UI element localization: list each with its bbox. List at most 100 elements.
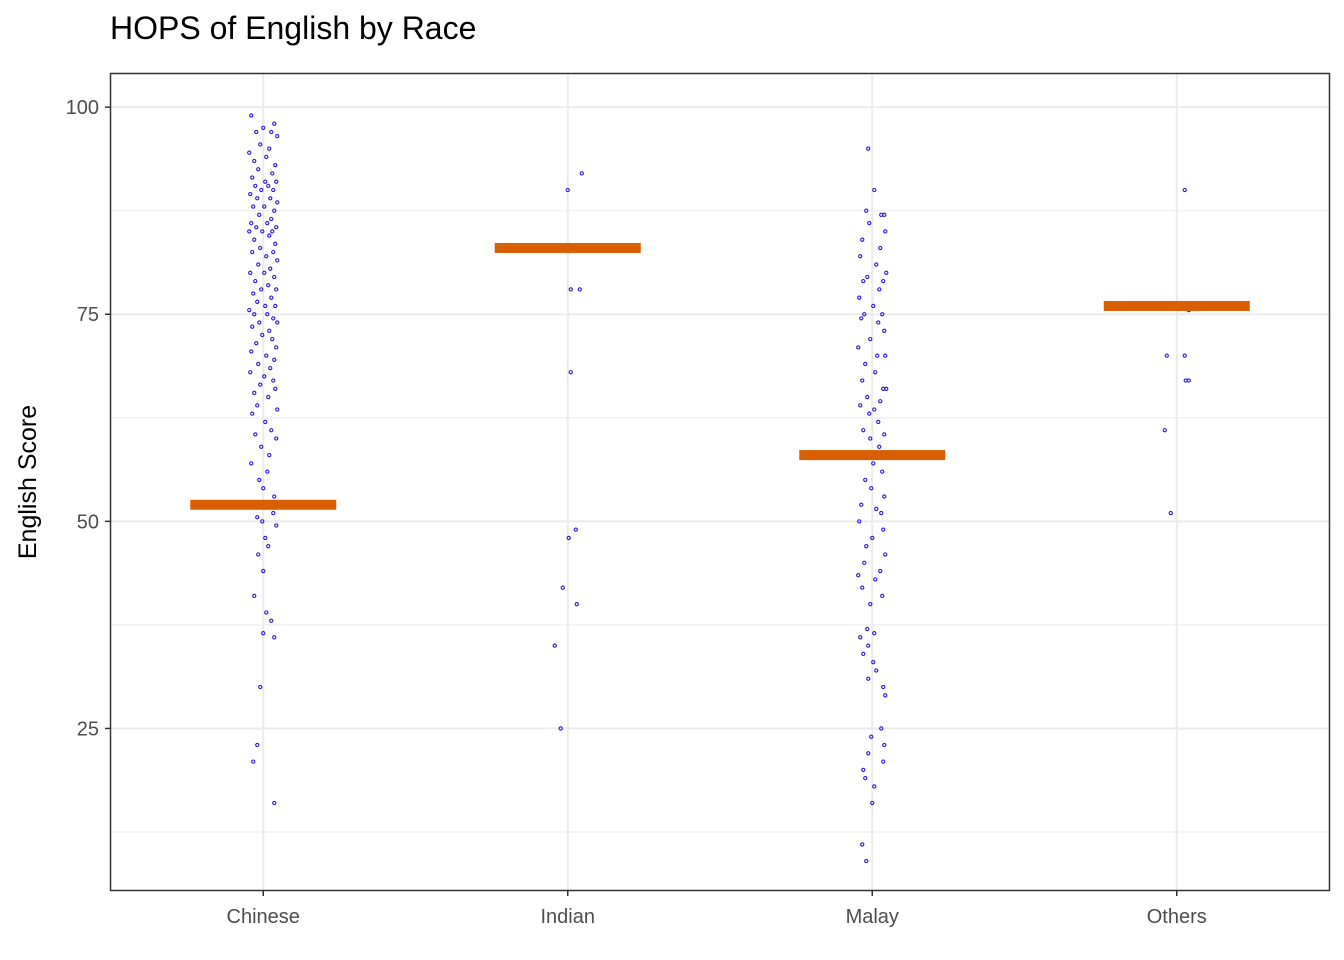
data-point [857, 519, 862, 524]
data-point [865, 626, 870, 632]
data-point [254, 225, 259, 230]
data-point [880, 593, 885, 599]
data-point [883, 552, 888, 557]
data-point [252, 312, 257, 317]
data-point [274, 287, 279, 292]
data-point [876, 320, 881, 325]
data-point [271, 510, 276, 516]
data-point [275, 407, 280, 412]
data-point [274, 523, 279, 528]
data-point [870, 535, 875, 541]
data-point [871, 303, 876, 309]
data-point [874, 668, 879, 673]
data-point [273, 241, 278, 246]
data-point [859, 502, 864, 507]
data-point [862, 560, 867, 565]
data-point [261, 125, 266, 130]
data-point [269, 129, 274, 135]
data-point [269, 428, 274, 433]
data-point [265, 220, 270, 226]
data-point [881, 684, 886, 690]
data-point [255, 515, 260, 520]
data-point [867, 220, 872, 226]
data-point [247, 307, 252, 313]
data-point [860, 378, 865, 383]
data-point [248, 270, 253, 275]
data-point [867, 411, 872, 416]
data-point [878, 399, 883, 404]
data-point [864, 858, 869, 864]
data-point [877, 444, 882, 449]
data-point [882, 328, 887, 333]
data-point [878, 568, 883, 574]
data-point [856, 345, 861, 350]
data-point [251, 291, 256, 296]
data-point [560, 585, 565, 590]
data-point [884, 386, 889, 391]
data-point [249, 349, 254, 354]
data-point [272, 121, 277, 126]
data-point [261, 568, 266, 574]
data-point [868, 336, 873, 342]
data-point [264, 154, 269, 159]
data-point [863, 776, 868, 781]
data-point [256, 361, 261, 367]
data-point [865, 274, 870, 280]
data-point [878, 245, 883, 251]
data-point [259, 287, 264, 292]
data-point [881, 759, 886, 764]
data-point [253, 278, 258, 284]
data-point [271, 187, 276, 193]
data-point [269, 618, 274, 623]
data-point [871, 660, 876, 665]
data-point [1182, 187, 1187, 193]
data-point [270, 336, 275, 342]
data-point [869, 734, 874, 739]
data-point [258, 142, 263, 147]
data-point [870, 800, 875, 806]
grid-lines [111, 74, 1329, 890]
data-point [864, 544, 869, 549]
data-point [268, 266, 273, 271]
data-point [263, 303, 268, 309]
data-point [856, 573, 861, 578]
data-point [860, 585, 865, 590]
data-point [272, 274, 277, 280]
data-point [565, 187, 570, 193]
data-point [263, 419, 268, 425]
data-point [272, 208, 277, 213]
data-point [862, 312, 867, 317]
data-point [249, 461, 254, 466]
data-point [868, 602, 873, 607]
mean-bar [494, 242, 641, 253]
data-points [247, 113, 1191, 864]
mean-bars [190, 242, 1250, 510]
data-point [879, 510, 884, 516]
data-point [274, 225, 279, 230]
data-point [262, 270, 267, 275]
data-point [880, 469, 885, 474]
data-point [254, 129, 259, 135]
data-point [261, 486, 266, 491]
data-point [871, 461, 876, 466]
data-point [866, 146, 871, 151]
data-point [265, 469, 270, 474]
data-point [884, 270, 889, 275]
data-point [270, 229, 275, 234]
data-point [260, 332, 265, 338]
data-point [258, 382, 263, 387]
data-point [256, 552, 261, 557]
data-point [275, 258, 280, 263]
data-point [257, 212, 262, 217]
data-point [254, 341, 259, 346]
data-point [558, 726, 563, 731]
mean-bar [1103, 300, 1250, 311]
data-point [873, 370, 878, 375]
data-point [861, 428, 866, 433]
data-point [883, 353, 888, 358]
data-point [252, 158, 257, 164]
data-point [264, 610, 269, 615]
data-point [566, 535, 571, 541]
data-point [577, 287, 582, 292]
data-point [868, 436, 873, 441]
